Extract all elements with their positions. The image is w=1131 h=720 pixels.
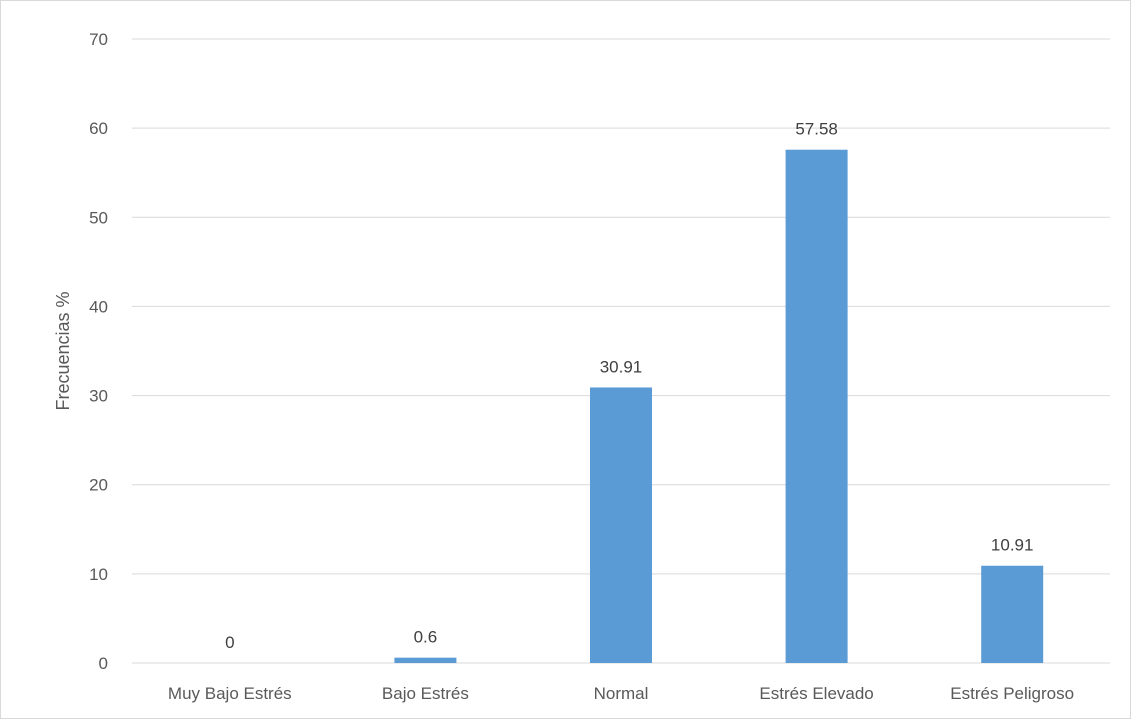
y-tick-label: 40: [89, 297, 108, 316]
bars: [394, 149, 1044, 663]
y-tick-label: 30: [89, 387, 108, 406]
y-tick-label: 60: [89, 119, 108, 138]
bar: [394, 657, 457, 663]
y-axis-tick-labels: 0 10 20 30 40 50 60 70: [89, 30, 108, 673]
x-tick-label: Estrés Elevado: [759, 684, 873, 703]
x-tick-label: Normal: [594, 684, 649, 703]
y-tick-label: 70: [89, 30, 108, 49]
bar: [785, 149, 848, 663]
data-label: 30.91: [600, 357, 643, 376]
y-tick-label: 20: [89, 476, 108, 495]
data-label: 10.91: [991, 536, 1034, 555]
bar: [981, 565, 1044, 663]
y-tick-label: 10: [89, 565, 108, 584]
data-labels: 0 0.6 30.91 57.58 10.91: [225, 120, 1033, 652]
x-axis-tick-labels: Muy Bajo Estrés Bajo Estrés Normal Estrés E…: [168, 684, 1074, 703]
data-label: 57.58: [795, 120, 838, 139]
data-label: 0.6: [414, 628, 438, 647]
y-axis-title: Frecuencias %: [53, 291, 73, 410]
x-tick-label: Bajo Estrés: [382, 684, 469, 703]
data-label: 0: [225, 633, 234, 652]
y-tick-label: 0: [99, 654, 108, 673]
y-tick-label: 50: [89, 208, 108, 227]
x-tick-label: Estrés Peligroso: [950, 684, 1074, 703]
x-tick-label: Muy Bajo Estrés: [168, 684, 292, 703]
bar: [590, 387, 652, 663]
